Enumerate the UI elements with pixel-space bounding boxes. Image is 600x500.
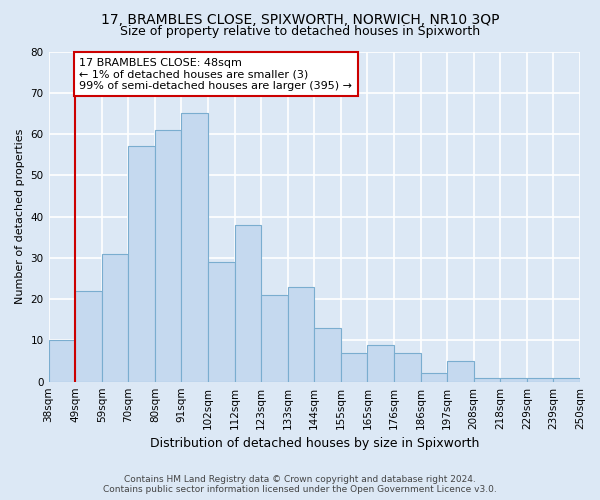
Bar <box>527 378 553 382</box>
Bar <box>314 328 341 382</box>
Bar <box>128 146 155 382</box>
Bar <box>208 262 235 382</box>
Bar <box>181 114 208 382</box>
Bar <box>553 378 580 382</box>
Y-axis label: Number of detached properties: Number of detached properties <box>15 129 25 304</box>
Bar <box>474 378 500 382</box>
Bar <box>101 254 128 382</box>
Bar <box>447 361 474 382</box>
Bar <box>155 130 181 382</box>
Bar <box>75 291 101 382</box>
Bar <box>341 353 367 382</box>
Bar <box>500 378 527 382</box>
Bar <box>235 225 261 382</box>
Text: 17, BRAMBLES CLOSE, SPIXWORTH, NORWICH, NR10 3QP: 17, BRAMBLES CLOSE, SPIXWORTH, NORWICH, … <box>101 12 499 26</box>
X-axis label: Distribution of detached houses by size in Spixworth: Distribution of detached houses by size … <box>149 437 479 450</box>
Bar <box>421 374 447 382</box>
Text: Size of property relative to detached houses in Spixworth: Size of property relative to detached ho… <box>120 25 480 38</box>
Bar <box>367 344 394 382</box>
Bar <box>287 287 314 382</box>
Bar <box>49 340 75 382</box>
Bar <box>394 353 421 382</box>
Bar <box>261 295 287 382</box>
Text: Contains HM Land Registry data © Crown copyright and database right 2024.
Contai: Contains HM Land Registry data © Crown c… <box>103 474 497 494</box>
Text: 17 BRAMBLES CLOSE: 48sqm
← 1% of detached houses are smaller (3)
99% of semi-det: 17 BRAMBLES CLOSE: 48sqm ← 1% of detache… <box>79 58 352 91</box>
